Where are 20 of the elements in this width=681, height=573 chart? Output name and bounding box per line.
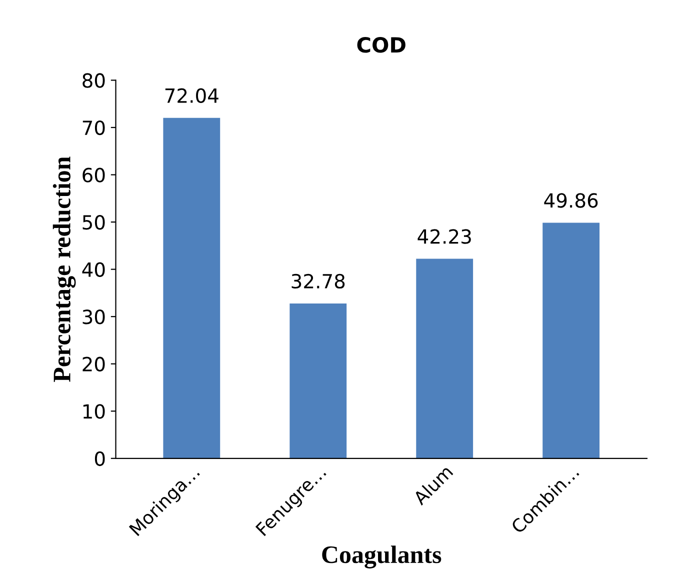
bar bbox=[416, 258, 474, 458]
y-tick-label: 80 bbox=[82, 73, 105, 88]
y-tick-label: 0 bbox=[94, 451, 105, 466]
bar bbox=[163, 118, 220, 458]
data-label: 72.04 bbox=[165, 88, 218, 103]
y-tick-label: 40 bbox=[82, 262, 105, 277]
bar bbox=[290, 303, 347, 458]
data-label: 49.86 bbox=[544, 193, 598, 208]
y-tick-label: 10 bbox=[83, 404, 105, 419]
data-label: 42.23 bbox=[418, 229, 471, 244]
chart-title: COD bbox=[357, 36, 406, 53]
y-tick-label: 60 bbox=[82, 168, 105, 182]
x-axis-title: Coagulants bbox=[322, 546, 442, 568]
y-tick-label: 50 bbox=[82, 214, 105, 230]
y-tick-label: 30 bbox=[82, 310, 105, 324]
data-label: 32.78 bbox=[292, 274, 345, 289]
y-axis-title: Percentage reduction bbox=[52, 156, 76, 382]
bar bbox=[542, 222, 600, 458]
y-tick-label: 20 bbox=[82, 356, 105, 372]
y-tick-label: 70 bbox=[82, 120, 105, 136]
